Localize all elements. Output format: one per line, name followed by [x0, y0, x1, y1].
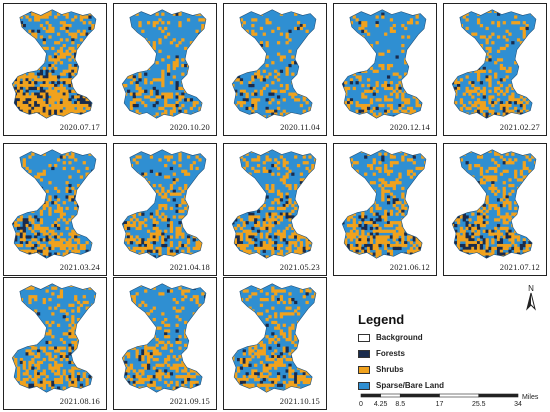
map-panel: 2021.02.27: [443, 3, 547, 136]
panel-date-label: 2021.03.24: [59, 262, 100, 272]
panel-date-label: 2020.11.04: [280, 122, 320, 132]
map-panel: 2020.10.20: [113, 3, 217, 136]
land-cover-map: [451, 149, 537, 259]
scale-segment: [439, 393, 480, 398]
panel-date-label: 2021.05.23: [279, 262, 320, 272]
scale-segment: [360, 393, 381, 398]
scale-tick-label: 17: [436, 401, 444, 408]
panel-date-label: 2021.02.27: [499, 122, 540, 132]
map-panel: 2021.07.12: [443, 143, 547, 276]
legend-item-sparse-bare-land: Sparse/Bare Land: [358, 380, 444, 391]
legend-swatch-sparse-bare-land: [358, 381, 370, 390]
map-panel: 2021.04.18: [113, 143, 217, 276]
scale-segment: [380, 393, 401, 398]
map-panel: 2021.03.24: [3, 143, 107, 276]
legend-swatch-shrubs: [358, 365, 370, 374]
scale-unit-label: Miles: [522, 394, 539, 401]
legend-item-forests: Forests: [358, 348, 405, 359]
panel-date-label: 2021.04.18: [169, 262, 210, 272]
scale-segment: [399, 393, 440, 398]
land-cover-map: [121, 149, 207, 259]
map-panel: 2020.12.14: [333, 3, 437, 136]
scale-tick-label: 25.5: [472, 401, 486, 408]
scale-tick-label: 8.5: [395, 401, 405, 408]
map-panel: 2021.10.15: [223, 277, 327, 410]
map-panel: 2021.09.15: [113, 277, 217, 410]
panel-date-label: 2021.10.15: [279, 396, 320, 406]
map-panel: 2021.06.12: [333, 143, 437, 276]
north-label: N: [528, 284, 534, 293]
scale-tick-label: 4.25: [374, 401, 388, 408]
map-panel: 2021.05.23: [223, 143, 327, 276]
legend: Legend Background Forests Shrubs Sparse/…: [356, 312, 541, 404]
land-cover-map: [11, 283, 97, 393]
map-panel: 2020.11.04: [223, 3, 327, 136]
legend-item-shrubs: Shrubs: [358, 364, 404, 375]
legend-item-background: Background: [358, 332, 423, 343]
panel-date-label: 2020.07.17: [59, 122, 100, 132]
map-panel: 2021.08.16: [3, 277, 107, 410]
legend-label-sparse-bare-land: Sparse/Bare Land: [376, 381, 445, 390]
scale-tick-label: 34: [514, 401, 522, 408]
scale-tick-label: 0: [359, 401, 363, 408]
land-cover-map: [341, 149, 427, 259]
panel-date-label: 2020.10.20: [169, 122, 210, 132]
panel-date-label: 2020.12.14: [389, 122, 430, 132]
land-cover-map: [451, 9, 537, 119]
scale-segment: [478, 393, 519, 398]
legend-label-background: Background: [376, 333, 423, 342]
panel-date-label: 2021.09.15: [169, 396, 210, 406]
legend-title: Legend: [358, 312, 405, 327]
land-cover-map: [121, 283, 207, 393]
land-cover-map: [11, 149, 97, 259]
land-cover-map: [231, 283, 317, 393]
land-cover-map: [231, 9, 317, 119]
legend-label-forests: Forests: [376, 349, 405, 358]
legend-label-shrubs: Shrubs: [376, 365, 404, 374]
land-cover-map: [341, 9, 427, 119]
land-cover-map: [121, 9, 207, 119]
panel-date-label: 2021.07.12: [499, 262, 540, 272]
land-cover-map: [231, 149, 317, 259]
panel-date-label: 2021.06.12: [389, 262, 430, 272]
panel-date-label: 2021.08.16: [59, 396, 100, 406]
legend-swatch-forests: [358, 349, 370, 358]
map-panel: 2020.07.17: [3, 3, 107, 136]
land-cover-map: [11, 9, 97, 119]
legend-swatch-background: [358, 333, 370, 342]
north-arrow-icon: N: [526, 284, 536, 311]
